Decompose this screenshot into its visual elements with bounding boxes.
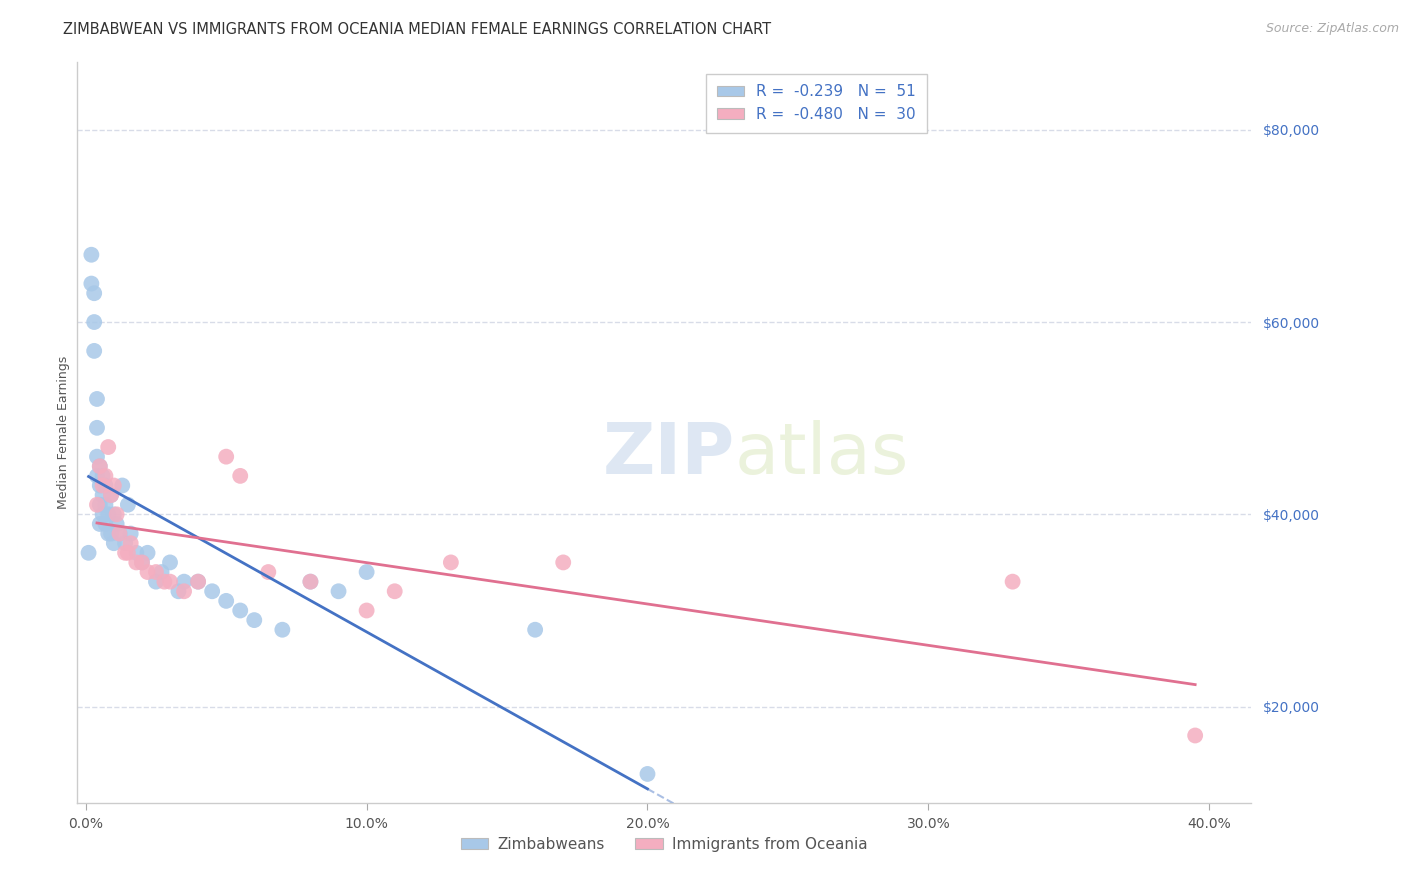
- Point: [637, 767, 659, 781]
- Point: [77, 546, 100, 560]
- Point: [328, 584, 350, 599]
- Point: [105, 516, 128, 531]
- Point: [384, 584, 406, 599]
- Point: [80, 248, 103, 262]
- Point: [229, 469, 252, 483]
- Point: [86, 392, 108, 406]
- Point: [83, 343, 105, 358]
- Point: [553, 556, 575, 570]
- Point: [117, 546, 139, 560]
- Point: [125, 556, 148, 570]
- Legend: Zimbabweans, Immigrants from Oceania: Zimbabweans, Immigrants from Oceania: [454, 830, 875, 858]
- Point: [86, 498, 108, 512]
- Point: [215, 450, 238, 464]
- Point: [97, 508, 120, 522]
- Text: atlas: atlas: [735, 420, 910, 490]
- Point: [187, 574, 209, 589]
- Point: [91, 478, 114, 492]
- Point: [173, 574, 195, 589]
- Point: [120, 526, 142, 541]
- Point: [103, 536, 125, 550]
- Point: [1001, 574, 1024, 589]
- Point: [229, 603, 252, 617]
- Point: [257, 565, 280, 579]
- Point: [86, 469, 108, 483]
- Text: ZIP: ZIP: [603, 420, 735, 490]
- Point: [145, 574, 167, 589]
- Point: [103, 478, 125, 492]
- Point: [86, 421, 108, 435]
- Point: [100, 488, 122, 502]
- Point: [299, 574, 322, 589]
- Point: [117, 498, 139, 512]
- Point: [83, 286, 105, 301]
- Point: [89, 498, 111, 512]
- Point: [173, 584, 195, 599]
- Point: [89, 478, 111, 492]
- Point: [108, 526, 131, 541]
- Point: [131, 556, 153, 570]
- Point: [187, 574, 209, 589]
- Point: [159, 574, 181, 589]
- Point: [83, 315, 105, 329]
- Point: [108, 526, 131, 541]
- Point: [159, 556, 181, 570]
- Point: [120, 536, 142, 550]
- Point: [97, 440, 120, 454]
- Point: [243, 613, 266, 627]
- Point: [91, 488, 114, 502]
- Point: [94, 498, 117, 512]
- Point: [1184, 729, 1206, 743]
- Point: [105, 508, 128, 522]
- Point: [111, 478, 134, 492]
- Point: [131, 556, 153, 570]
- Point: [136, 565, 159, 579]
- Point: [114, 546, 136, 560]
- Point: [103, 508, 125, 522]
- Point: [524, 623, 547, 637]
- Point: [94, 469, 117, 483]
- Point: [153, 574, 176, 589]
- Point: [94, 516, 117, 531]
- Point: [440, 556, 463, 570]
- Point: [80, 277, 103, 291]
- Point: [91, 469, 114, 483]
- Point: [356, 603, 378, 617]
- Point: [125, 546, 148, 560]
- Point: [91, 508, 114, 522]
- Point: [114, 536, 136, 550]
- Point: [89, 516, 111, 531]
- Text: Source: ZipAtlas.com: Source: ZipAtlas.com: [1265, 22, 1399, 36]
- Point: [100, 488, 122, 502]
- Y-axis label: Median Female Earnings: Median Female Earnings: [58, 356, 70, 509]
- Point: [150, 565, 173, 579]
- Point: [271, 623, 294, 637]
- Point: [97, 526, 120, 541]
- Point: [86, 450, 108, 464]
- Point: [167, 584, 190, 599]
- Point: [136, 546, 159, 560]
- Point: [94, 478, 117, 492]
- Point: [356, 565, 378, 579]
- Text: ZIMBABWEAN VS IMMIGRANTS FROM OCEANIA MEDIAN FEMALE EARNINGS CORRELATION CHART: ZIMBABWEAN VS IMMIGRANTS FROM OCEANIA ME…: [63, 22, 772, 37]
- Point: [201, 584, 224, 599]
- Point: [89, 459, 111, 474]
- Point: [215, 594, 238, 608]
- Point: [145, 565, 167, 579]
- Point: [89, 459, 111, 474]
- Point: [299, 574, 322, 589]
- Point: [100, 526, 122, 541]
